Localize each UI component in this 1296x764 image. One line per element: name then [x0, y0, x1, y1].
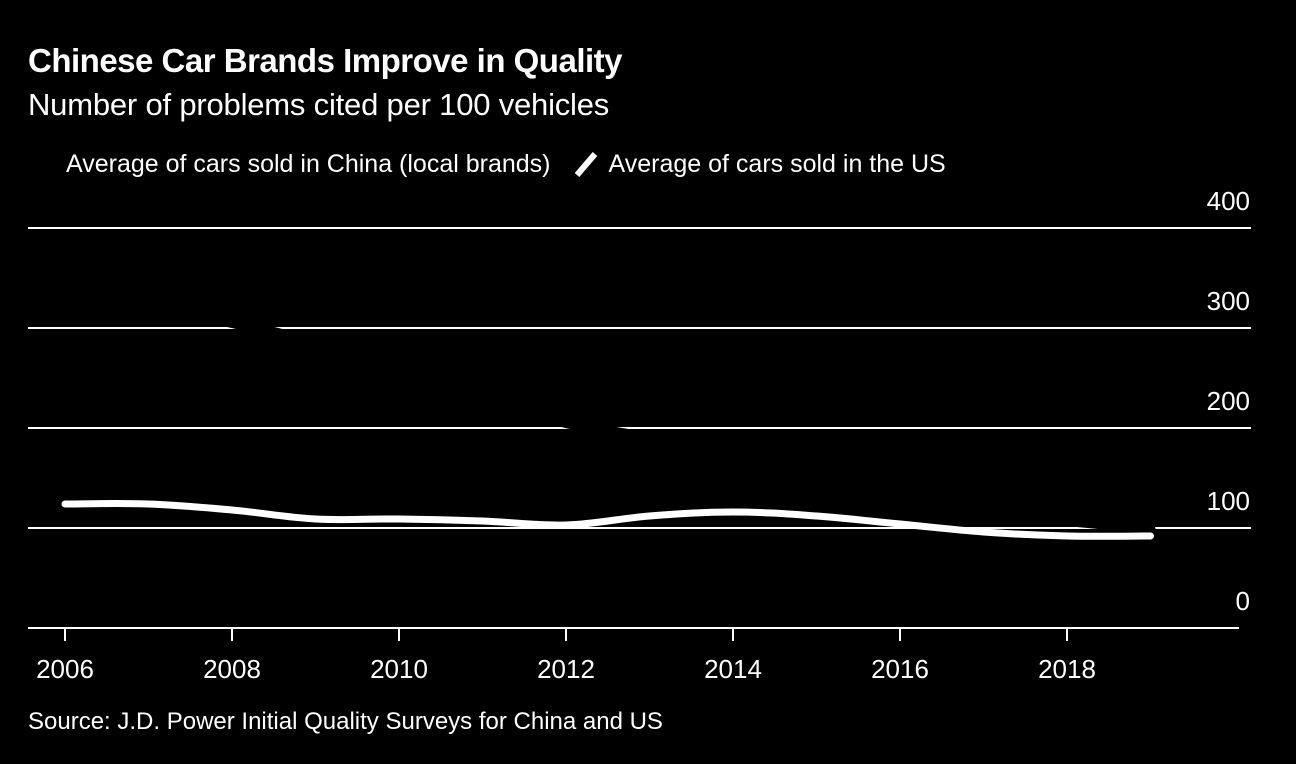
- legend-label-china: Average of cars sold in China (local bra…: [66, 149, 551, 178]
- x-tick-label: 2008: [203, 654, 261, 684]
- series-china-line: [60, 283, 1156, 534]
- x-tick-label: 2014: [704, 654, 762, 684]
- legend-swatch-us: [574, 152, 597, 177]
- y-tick-label: 0: [1236, 586, 1250, 616]
- legend-item-us[interactable]: Average of cars sold in the US: [573, 148, 946, 180]
- y-tick-label: 300: [1207, 286, 1250, 316]
- source-note: Source: J.D. Power Initial Quality Surve…: [28, 708, 663, 735]
- x-tick-label: 2006: [36, 654, 94, 684]
- legend: Average of cars sold in China (local bra…: [66, 148, 946, 180]
- y-tick-label: 200: [1207, 386, 1250, 416]
- x-tick-label: 2010: [370, 654, 428, 684]
- x-tick-label: 2016: [871, 654, 929, 684]
- y-tick-label: 100: [1207, 486, 1250, 516]
- series-us-line: [61, 500, 1154, 540]
- y-tick-label: 400: [1207, 186, 1250, 216]
- legend-label-us: Average of cars sold in the US: [608, 149, 946, 178]
- x-tick-label: 2018: [1038, 654, 1096, 684]
- x-tick-label: 2012: [537, 654, 595, 684]
- chart-subtitle: Number of problems cited per 100 vehicle…: [28, 87, 610, 122]
- legend-item-china[interactable]: Average of cars sold in China (local bra…: [66, 150, 551, 179]
- chart-title: Chinese Car Brands Improve in Quality: [28, 42, 623, 79]
